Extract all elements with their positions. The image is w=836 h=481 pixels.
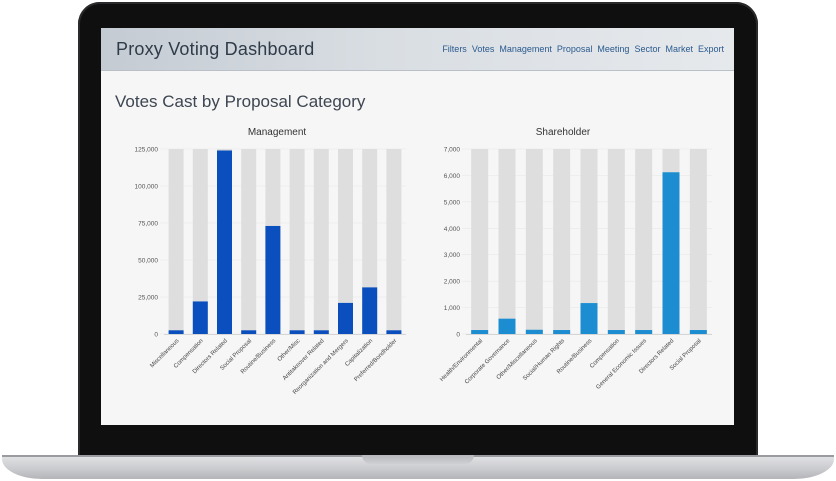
management-bar bbox=[168, 330, 184, 334]
management-bar bbox=[386, 330, 402, 334]
nav-meeting[interactable]: Meeting bbox=[597, 44, 630, 54]
management-bar-track bbox=[289, 149, 305, 334]
shareholder-bar bbox=[689, 330, 707, 334]
management-y-tick-label: 75,000 bbox=[138, 221, 158, 228]
nav-management[interactable]: Management bbox=[499, 44, 552, 54]
shareholder-chart-title: Shareholder bbox=[536, 127, 591, 138]
shareholder-bar-track bbox=[689, 149, 707, 334]
shareholder-bar-track bbox=[553, 149, 571, 334]
shareholder-bar-track bbox=[607, 149, 625, 334]
shareholder-bar bbox=[525, 329, 543, 334]
nav-proposal[interactable]: Proposal bbox=[556, 44, 593, 54]
shareholder-y-tick-label: 3,000 bbox=[444, 252, 461, 259]
shareholder-bar bbox=[662, 172, 680, 334]
management-y-tick-label: 125,000 bbox=[135, 147, 159, 154]
page-title: Votes Cast by Proposal Category bbox=[115, 92, 366, 111]
management-bar bbox=[313, 330, 329, 334]
shareholder-bar bbox=[607, 330, 625, 334]
top-nav: Filters Votes Management Proposal Meetin… bbox=[442, 44, 724, 54]
nav-sector[interactable]: Sector bbox=[634, 44, 661, 54]
management-x-tick-label: Preferred/Bondholder bbox=[354, 338, 399, 383]
shareholder-y-tick-label: 0 bbox=[456, 332, 460, 339]
shareholder-bar bbox=[635, 330, 653, 334]
shareholder-y-tick-label: 4,000 bbox=[444, 226, 461, 233]
management-y-tick-label: 100,000 bbox=[135, 184, 159, 191]
management-bar-track bbox=[241, 149, 257, 334]
shareholder-x-tick-label: General Economic Issues bbox=[595, 338, 648, 391]
management-x-tick-label: Other/Misc bbox=[277, 338, 302, 363]
top-bar: Proxy Voting Dashboard Filters Votes Man… bbox=[101, 28, 734, 71]
shareholder-bar-track bbox=[498, 149, 516, 334]
management-chart-title: Management bbox=[248, 127, 307, 138]
management-bar bbox=[289, 330, 305, 334]
shareholder-bar bbox=[471, 330, 489, 334]
shareholder-bar bbox=[580, 303, 598, 334]
management-y-tick-label: 0 bbox=[154, 332, 158, 339]
nav-votes[interactable]: Votes bbox=[471, 44, 495, 54]
shareholder-x-tick-label: Corporate Governance bbox=[464, 338, 512, 386]
management-y-tick-label: 50,000 bbox=[138, 258, 158, 265]
management-bar bbox=[241, 330, 257, 334]
shareholder-chart: Shareholder 0 1,000 2,000 3,000 4,000 5,000 6,0… bbox=[439, 127, 712, 391]
shareholder-bar-track bbox=[471, 149, 489, 334]
shareholder-bar-track bbox=[635, 149, 653, 334]
management-y-tick-label: 25,000 bbox=[138, 295, 158, 302]
nav-filters[interactable]: Filters bbox=[442, 44, 467, 54]
management-bar bbox=[265, 225, 281, 334]
charts-area: Management 0 25,000 50,000 75,000 100,000 125,… bbox=[135, 127, 712, 396]
management-bar bbox=[338, 302, 353, 334]
shareholder-bar bbox=[498, 318, 516, 334]
laptop-notch bbox=[362, 455, 474, 464]
management-bar-track bbox=[338, 149, 353, 334]
nav-export[interactable]: Export bbox=[697, 44, 724, 54]
management-bar bbox=[362, 287, 378, 334]
management-bar bbox=[192, 301, 208, 334]
screen: Proxy Voting Dashboard Filters Votes Man… bbox=[101, 28, 734, 425]
shareholder-y-tick-label: 6,000 bbox=[444, 173, 461, 180]
management-bar bbox=[217, 150, 232, 334]
shareholder-y-tick-label: 5,000 bbox=[444, 199, 461, 206]
management-x-tick-label: Antitakeover Related bbox=[282, 338, 326, 382]
shareholder-bar bbox=[553, 330, 571, 334]
shareholder-y-tick-label: 1,000 bbox=[444, 305, 461, 312]
management-bar-track bbox=[192, 149, 208, 334]
management-bar-track bbox=[386, 149, 402, 334]
nav-market[interactable]: Market bbox=[665, 44, 693, 54]
shareholder-y-tick-label: 7,000 bbox=[444, 147, 461, 154]
shareholder-y-tick-label: 2,000 bbox=[444, 279, 461, 286]
shareholder-bar-track bbox=[525, 149, 543, 334]
app-title: Proxy Voting Dashboard bbox=[116, 39, 315, 59]
management-bar-track bbox=[168, 149, 184, 334]
shareholder-bar-track bbox=[580, 149, 598, 334]
management-bar-track bbox=[313, 149, 329, 334]
management-chart: Management 0 25,000 50,000 75,000 100,000 125,… bbox=[135, 127, 406, 396]
